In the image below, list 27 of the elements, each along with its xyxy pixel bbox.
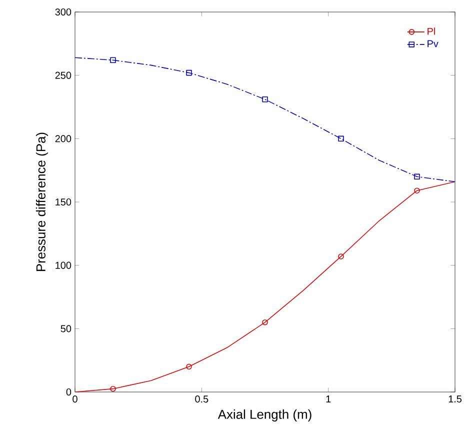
point — [262, 319, 268, 326]
x-tick-label: 1.5 — [448, 396, 462, 402]
x-tick-label: 0 — [72, 396, 78, 403]
legend-label: Pl — [428, 28, 435, 35]
legend-label: Pv — [428, 40, 438, 48]
y-tick-label: 300 — [55, 8, 72, 16]
y-tick-label: 100 — [56, 262, 72, 269]
line-series — [75, 181, 456, 392]
point — [414, 188, 420, 194]
y-tick-label: 50 — [60, 325, 72, 332]
point — [110, 57, 116, 64]
y-tick-label: 0 — [66, 388, 72, 396]
x-tick-label: 0.5 — [195, 396, 208, 403]
point — [414, 174, 420, 180]
point — [110, 386, 116, 392]
y-axis-title: Pressure difference (Pa) — [36, 132, 48, 272]
point — [186, 364, 192, 370]
point — [338, 254, 344, 260]
y-tick-label: 200 — [55, 135, 72, 142]
point — [262, 96, 268, 102]
point — [338, 136, 344, 142]
point — [186, 70, 192, 76]
line-series — [75, 57, 456, 182]
y-tick-label: 250 — [55, 72, 72, 79]
y-tick-label: 150 — [56, 198, 72, 206]
x-axis-title: Axial Length (m) — [218, 409, 312, 422]
x-tick-label: 1 — [326, 396, 331, 402]
